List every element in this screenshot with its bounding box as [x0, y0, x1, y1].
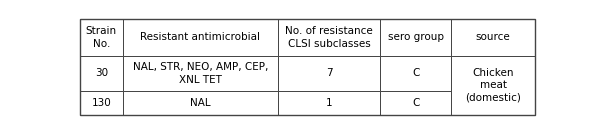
Bar: [278, 56, 380, 91]
Bar: [380, 91, 451, 115]
Bar: [278, 91, 380, 115]
Text: source: source: [476, 32, 511, 42]
Bar: [80, 56, 123, 91]
Bar: [380, 56, 451, 91]
Text: Resistant antimicrobial: Resistant antimicrobial: [140, 32, 260, 42]
Text: Chicken
meat
(domestic): Chicken meat (domestic): [465, 68, 521, 103]
Text: C: C: [412, 98, 419, 108]
Bar: [123, 19, 278, 56]
Text: 130: 130: [91, 98, 111, 108]
Bar: [123, 56, 278, 91]
Text: 7: 7: [326, 68, 332, 78]
Text: NAL, STR, NEO, AMP, CEP,
XNL TET: NAL, STR, NEO, AMP, CEP, XNL TET: [133, 62, 268, 85]
Text: 30: 30: [95, 68, 108, 78]
Bar: [123, 91, 278, 115]
Text: sero group: sero group: [388, 32, 444, 42]
Text: No. of resistance
CLSI subclasses: No. of resistance CLSI subclasses: [285, 26, 373, 49]
Bar: [380, 19, 451, 56]
Text: Strain
No.: Strain No.: [86, 26, 117, 49]
Bar: [451, 19, 535, 56]
Bar: [80, 91, 123, 115]
Text: NAL: NAL: [190, 98, 211, 108]
Bar: [278, 19, 380, 56]
Text: C: C: [412, 68, 419, 78]
Bar: [80, 19, 123, 56]
Bar: [451, 56, 535, 115]
Text: 1: 1: [326, 98, 332, 108]
